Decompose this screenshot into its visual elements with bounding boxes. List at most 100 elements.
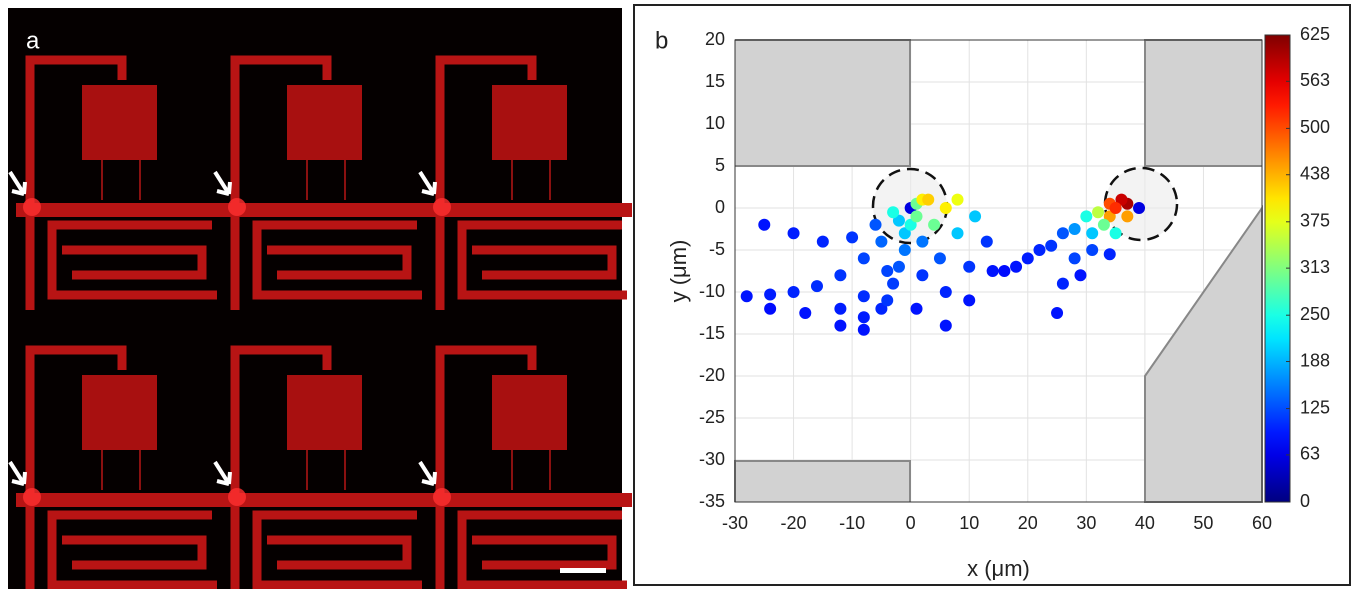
y-tick-label: 5 [715,155,725,175]
point [799,307,812,319]
point [986,265,999,277]
point [1086,227,1099,240]
point [764,302,777,315]
serpentine [457,510,627,590]
point [887,206,900,219]
obstacle [735,39,911,167]
point [834,269,847,282]
point [939,202,952,214]
point [1051,307,1064,319]
x-tick-label: -10 [839,513,865,533]
channel [435,345,537,594]
pad [82,85,157,160]
y-tick-label: -15 [699,323,725,343]
channel [230,345,332,594]
wire [306,450,346,490]
point [1045,239,1058,252]
point [1133,202,1146,214]
point [916,235,929,248]
point [740,290,753,303]
y-tick-label: -25 [699,407,725,427]
colorbar-tick-label: 563 [1300,70,1330,90]
junction [23,488,41,506]
wire [101,450,141,490]
pad [287,375,362,450]
y-tick-label: 20 [705,29,725,49]
colorbar-tick-label: 500 [1300,117,1330,137]
point [1103,248,1116,261]
y-tick-label: -5 [709,239,725,259]
x-tick-label: 50 [1193,513,1213,533]
point [898,244,911,256]
point [857,252,870,265]
point [951,193,964,206]
wire [511,450,551,490]
point [1092,206,1105,219]
colorbar-tick-label: 375 [1300,211,1330,231]
point [887,277,900,290]
junction [433,198,451,216]
point [1115,193,1128,206]
channel [230,55,332,310]
colorbar-tick-label: 63 [1300,444,1320,464]
y-tick-label: -35 [699,491,725,511]
arrow [8,460,27,486]
channel [25,55,127,310]
point [910,210,923,223]
serpentine [47,510,217,590]
colorbar [1264,34,1291,503]
arrow [213,460,232,486]
x-tick-label: 0 [906,513,916,533]
colorbar-tick-label: 438 [1300,163,1330,183]
point [816,235,829,248]
pad [492,85,567,160]
junction [228,488,246,506]
point [939,286,952,298]
junction [228,198,246,216]
pad [492,375,567,450]
point [1097,218,1110,231]
colorbar-tick-label: 625 [1300,24,1330,44]
serpentine [457,220,627,300]
junction [23,198,41,216]
serpentine [47,220,217,300]
point [758,218,771,231]
y-tick-label: 15 [705,71,725,91]
point [951,227,964,240]
point [1109,227,1122,240]
colorbar-tick-label: 188 [1300,350,1330,370]
panel-label: b [655,27,668,54]
wire [306,160,346,200]
point [910,302,923,315]
plot: -30 -20 -10 0 10 20 30 40 50 60-35-30-25-20-15-10… [666,24,1330,581]
point [1056,227,1069,240]
point [1109,202,1122,214]
point [857,323,870,336]
arrow [418,460,437,486]
point [939,319,952,332]
micro-structures [8,55,632,594]
y-axis-label: y (μm) [666,240,691,303]
colorbar-tick-label: 125 [1300,397,1330,417]
point [922,193,935,206]
channel [25,345,127,594]
point [834,302,847,315]
point [892,260,905,273]
point [881,294,894,307]
point [1068,223,1081,235]
point [857,290,870,303]
channel [435,55,537,310]
x-axis-label: x (μm) [967,556,1030,581]
point [834,319,847,332]
y-tick-label: -10 [699,281,725,301]
point [875,302,888,315]
point [1010,260,1023,273]
x-tick-label: 60 [1252,513,1272,533]
arrow [213,170,232,196]
point [928,218,941,231]
pad [287,85,362,160]
panel-label: a [26,27,40,54]
x-tick-label: 20 [1018,513,1038,533]
point [810,280,823,293]
